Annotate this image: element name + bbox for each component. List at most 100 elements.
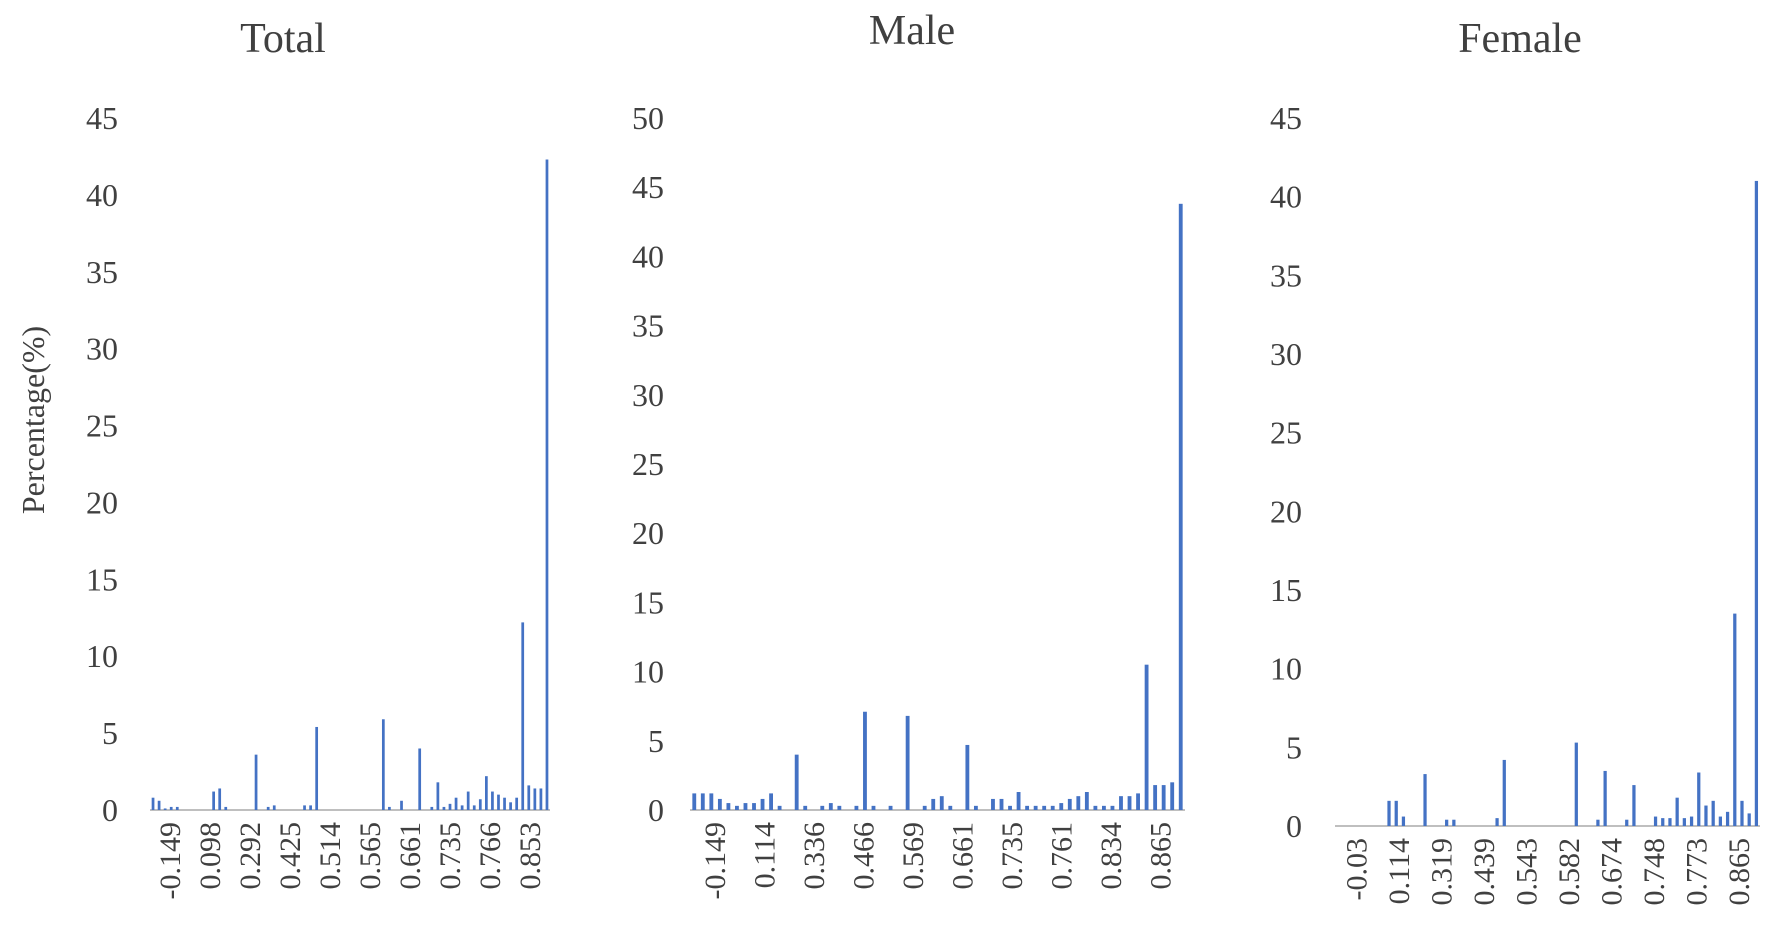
bar (1661, 818, 1665, 826)
bar (1574, 742, 1578, 826)
x-tick-label: 0.543 (1510, 838, 1543, 906)
bar (752, 803, 756, 810)
bar (381, 719, 385, 810)
bar (1016, 792, 1021, 810)
bar (1711, 800, 1715, 826)
y-tick-label: 25 (1270, 415, 1302, 451)
chart-panel-female: Female 0 5 10 15 20 25 30 35 40 45 -0.03 0.114 0.319 0… (1270, 16, 1760, 906)
bar (503, 797, 506, 810)
bar (709, 793, 714, 810)
y-tick-label: 20 (632, 515, 664, 551)
x-tick-label: 0.735 (434, 822, 467, 890)
y-tick-label: 5 (1286, 729, 1302, 765)
bar (515, 797, 519, 810)
bar (309, 805, 312, 810)
bar (1178, 203, 1183, 810)
bar (1632, 785, 1636, 826)
bar (1076, 796, 1081, 810)
chart-title: Total (240, 16, 326, 62)
x-tick-label: 0.336 (798, 822, 831, 890)
bar (175, 806, 179, 810)
bar (777, 805, 782, 810)
bar (533, 788, 537, 810)
bar (1084, 792, 1089, 810)
bar (388, 806, 391, 810)
bar (466, 791, 470, 810)
bar (803, 805, 808, 810)
y-tick-label: 45 (86, 100, 118, 136)
bar (1025, 805, 1030, 810)
bar (545, 159, 549, 810)
bar (794, 754, 799, 810)
x-tick-label: 0.098 (194, 822, 227, 890)
y-tick-label: 40 (86, 177, 118, 213)
y-tick-label: 30 (86, 331, 118, 367)
x-tick-label: 0.466 (847, 822, 880, 890)
bar (820, 805, 825, 810)
y-tick-label: 15 (632, 584, 664, 620)
x-tick-label: 0.114 (748, 822, 781, 888)
y-tick-label: 10 (1270, 651, 1302, 687)
bar (1733, 613, 1737, 826)
bar (539, 788, 543, 810)
bar (436, 782, 440, 810)
bar (1704, 805, 1708, 826)
bar (973, 805, 978, 810)
bar (1452, 819, 1456, 826)
bar (888, 805, 893, 810)
bar (1161, 785, 1166, 810)
chart-title: Female (1458, 16, 1582, 62)
bar (254, 754, 258, 810)
bar (692, 793, 697, 810)
x-tick-label: 0.582 (1553, 838, 1586, 906)
bar (272, 805, 276, 810)
x-tick-label: 0.439 (1468, 838, 1501, 906)
bar (1102, 805, 1106, 810)
y-axis-label: Percentage(%) (15, 326, 51, 514)
bar (1689, 816, 1694, 826)
x-tick-label: 0.761 (1045, 822, 1078, 890)
x-tick-label: 0.661 (394, 822, 427, 890)
bar (1603, 770, 1607, 826)
y-tick-label: 45 (632, 169, 664, 205)
y-tick-label: 25 (632, 446, 664, 482)
bar (1653, 816, 1658, 826)
x-tick-label: 0.865 (1723, 838, 1756, 906)
y-tick-label: 30 (1270, 336, 1302, 372)
bar (1445, 819, 1449, 826)
bar (303, 805, 306, 810)
bar (1675, 797, 1679, 826)
bar (1093, 805, 1098, 810)
x-tick-label: 0.674 (1595, 838, 1628, 906)
bar (1596, 819, 1600, 826)
bar (863, 711, 867, 810)
x-tick-label: -0.149 (699, 822, 732, 900)
bar (521, 622, 525, 810)
bar (315, 726, 319, 810)
bar (1170, 782, 1175, 810)
bar (1136, 793, 1140, 810)
x-tick-label: 0.853 (514, 822, 547, 890)
bar (1740, 800, 1744, 826)
y-tick-label: 5 (648, 723, 664, 759)
bar (442, 806, 446, 810)
bar (497, 794, 500, 810)
bar (491, 791, 494, 810)
x-tick-label: 0.773 (1680, 838, 1713, 906)
bar (151, 797, 155, 810)
bar (1387, 800, 1391, 826)
bar (163, 808, 167, 810)
bar (460, 805, 464, 810)
bar (717, 798, 722, 810)
bar (700, 793, 705, 810)
y-tick-label: 45 (1270, 100, 1302, 136)
bar (999, 798, 1004, 810)
bar (1697, 772, 1701, 826)
y-tick-label: 35 (632, 308, 664, 344)
bar (828, 803, 833, 810)
bar (1050, 805, 1055, 810)
bar (1502, 759, 1506, 826)
bar (1153, 785, 1158, 810)
